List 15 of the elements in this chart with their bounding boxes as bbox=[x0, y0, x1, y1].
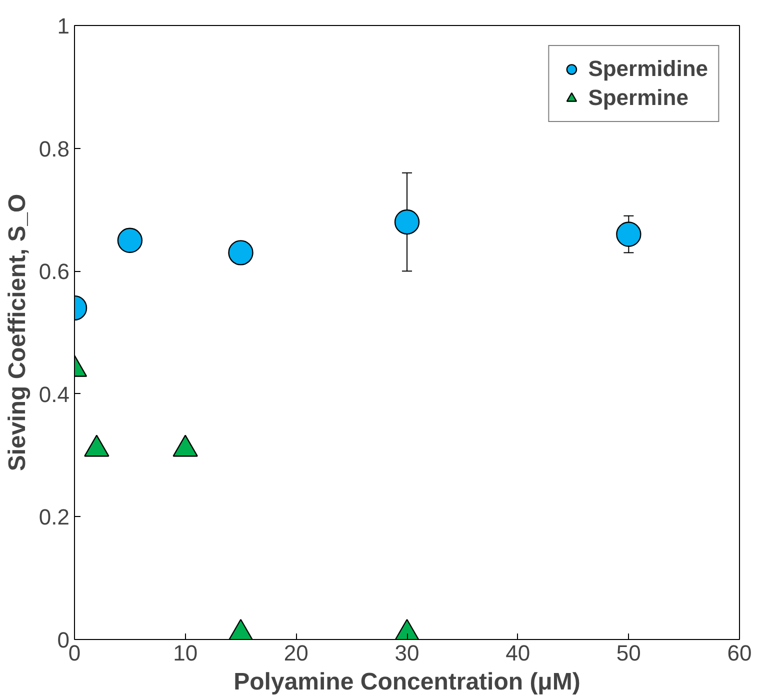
y-tick-label: 0.4 bbox=[38, 382, 70, 407]
legend-label: Spermidine bbox=[588, 56, 708, 82]
y-tick-label: 0.6 bbox=[38, 259, 70, 284]
x-tick-label: 10 bbox=[173, 640, 198, 666]
x-tick-label: 60 bbox=[727, 640, 752, 666]
x-tick-label: 30 bbox=[394, 640, 420, 666]
y-tick-label: 1 bbox=[57, 14, 70, 38]
x-axis-title: Polyamine Concentration (μM) bbox=[234, 668, 580, 696]
y-tick-label: 0.8 bbox=[38, 136, 70, 162]
x-tick-label: 50 bbox=[616, 640, 641, 666]
y-axis-title: Sieving Coefficient, S_O bbox=[4, 194, 31, 472]
legend-label: Spermine bbox=[588, 85, 688, 111]
x-tick-label: 20 bbox=[284, 640, 308, 666]
x-tick-label: 40 bbox=[506, 640, 530, 666]
y-tick-label: 0.2 bbox=[38, 504, 70, 530]
